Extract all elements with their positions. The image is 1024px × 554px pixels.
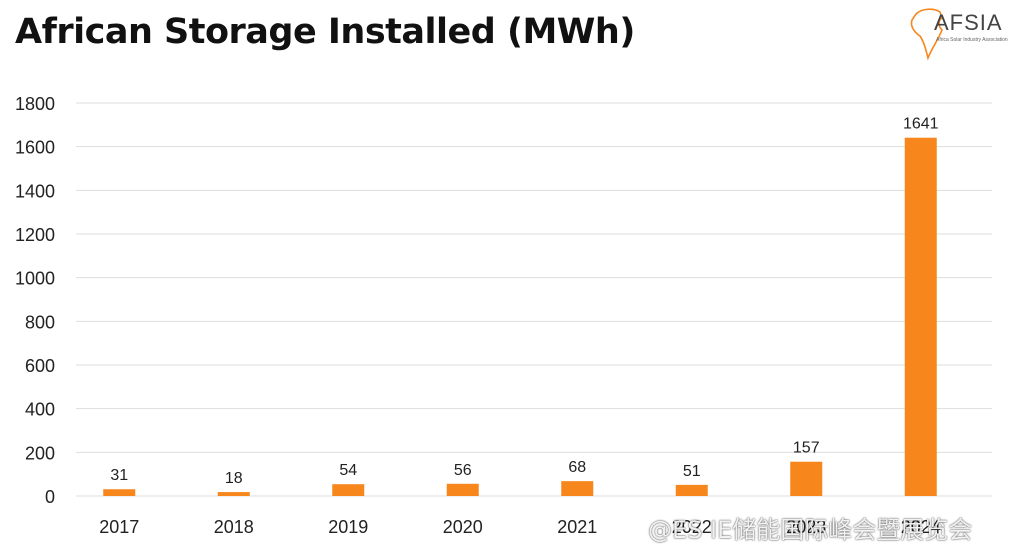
bar-2017 [103,489,136,496]
logo-text: AFSIA [934,10,1003,35]
x-tick-label: 2017 [99,517,139,537]
bar-2021 [561,481,594,496]
x-tick-label: 2022 [672,517,712,537]
bar-2022 [675,484,708,496]
x-tick-label: 2019 [328,517,368,537]
bar-2024 [904,137,937,496]
afsia-logo: AFSIA Africa Solar Industry Association [908,4,1018,66]
data-label: 18 [225,470,243,487]
x-tick-label: 2024 [901,517,941,537]
y-tick-label: 200 [25,443,55,463]
data-label: 54 [339,462,357,479]
bar-2018 [217,492,250,496]
data-label: 31 [110,467,128,484]
watermark: @ES IE储能国际峰会暨展览会 [648,516,973,544]
y-tick-label: 400 [25,400,55,420]
x-tick-label: 2023 [786,517,826,537]
x-tick-label: 2020 [443,517,483,537]
y-tick-label: 1600 [15,138,55,158]
bar-2020 [446,483,479,496]
bar-2019 [332,484,365,496]
y-tick-label: 1800 [15,94,55,114]
africa-map-icon [910,8,943,61]
chart-title: African Storage Installed (MWh) [15,12,635,52]
data-label: 157 [793,440,820,457]
data-label: 56 [454,462,472,479]
y-tick-label: 800 [25,312,55,332]
y-tick-label: 0 [45,487,55,507]
y-tick-label: 1400 [15,181,55,201]
bar-2023 [790,461,823,496]
x-tick-label: 2018 [214,517,254,537]
data-label: 1641 [903,116,939,133]
x-tick-label: 2021 [557,517,597,537]
logo-subtitle: Africa Solar Industry Association [936,37,1008,43]
y-tick-label: 1000 [15,269,55,289]
y-tick-label: 600 [25,356,55,376]
data-label: 68 [568,459,586,476]
y-tick-label: 1200 [15,225,55,245]
data-label: 51 [683,463,701,480]
